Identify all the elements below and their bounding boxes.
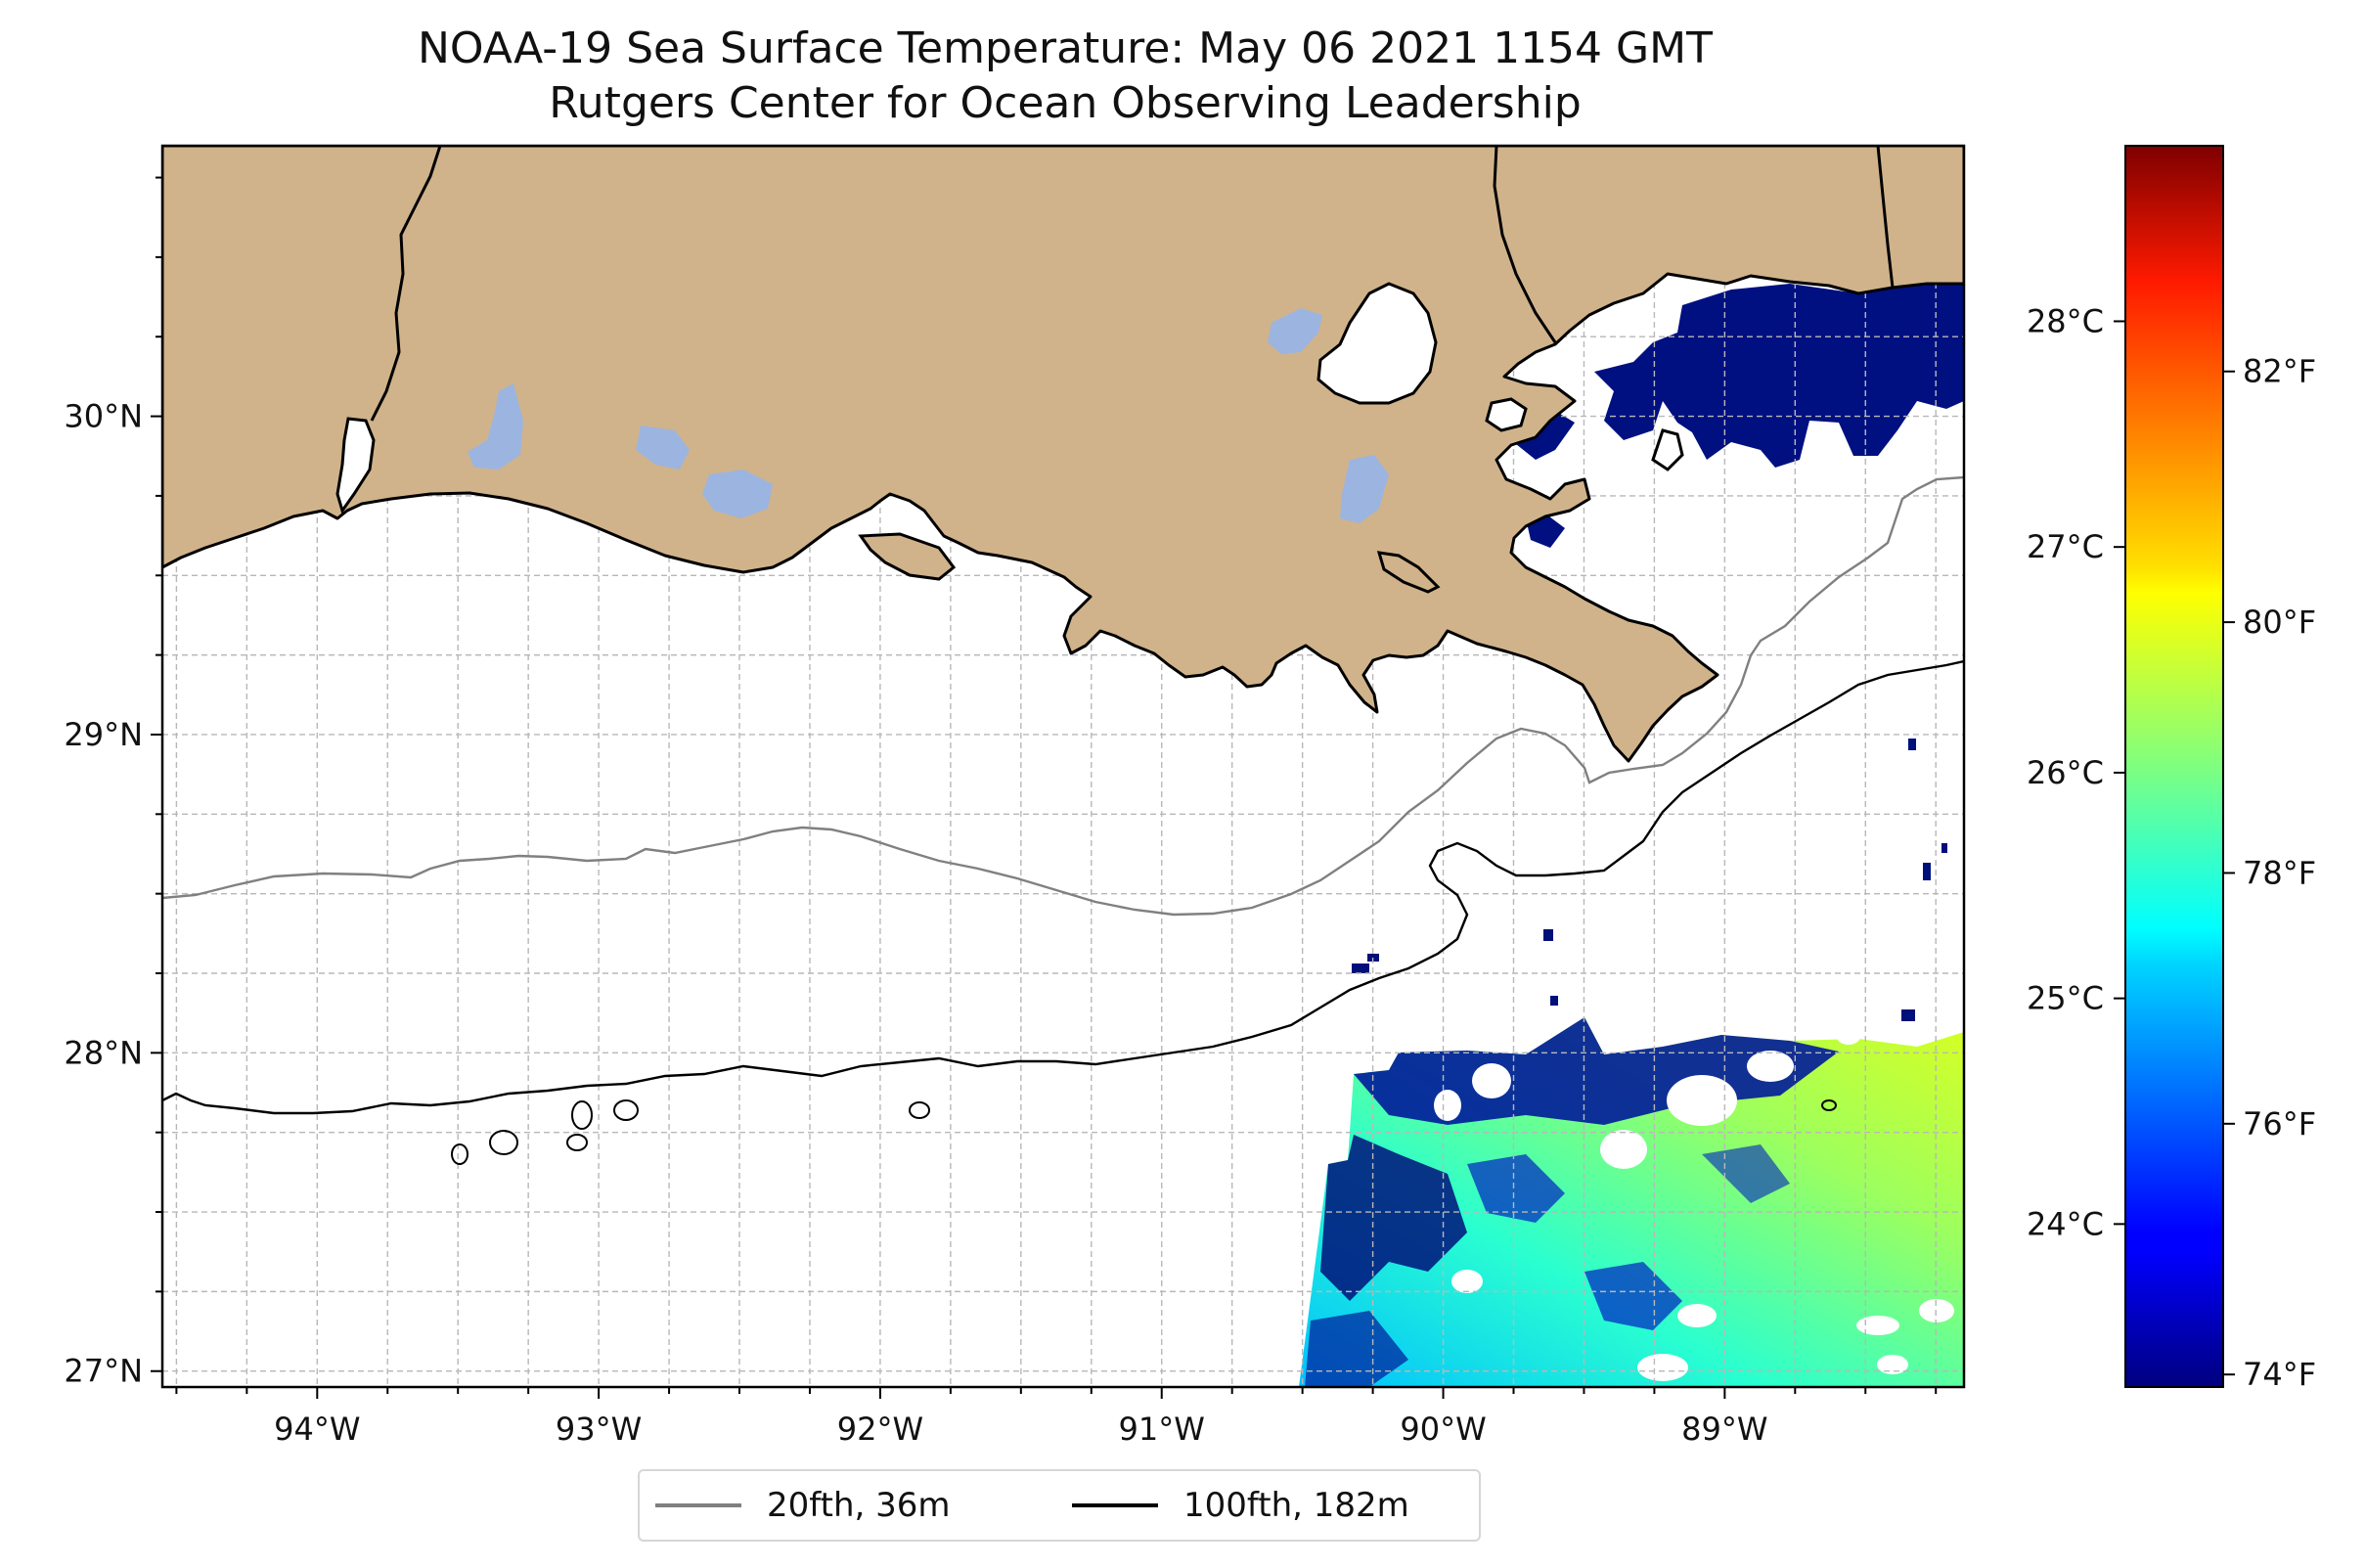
state-border-west [370, 146, 442, 422]
state-border-east [1876, 146, 1895, 289]
fahrenheit-tick-label: 74°F [2243, 1356, 2316, 1393]
lat-tick-label: 30°N [64, 398, 143, 435]
bathymetry-islets [451, 1099, 1837, 1165]
state-border [1493, 146, 1557, 343]
contour-20fth [162, 475, 1964, 917]
longitude-ticks: 94°W 93°W 92°W 91°W 90°W 89°W [175, 1387, 1938, 1448]
fahrenheit-tick-label: 80°F [2243, 604, 2316, 641]
lon-tick-label: 90°W [1400, 1411, 1486, 1448]
sst-data-layer [1299, 284, 1964, 1387]
fahrenheit-tick-label: 76°F [2243, 1105, 2316, 1142]
lat-tick-label: 27°N [64, 1353, 143, 1390]
celsius-tick-label: 27°C [2027, 528, 2104, 565]
lat-tick-label: 28°N [64, 1034, 143, 1071]
chart-title: NOAA-19 Sea Surface Temperature: May 06 … [418, 23, 1713, 73]
colorbar-fahrenheit-ticks: 74°F 76°F 78°F 80°F 82°F [2223, 353, 2316, 1393]
celsius-tick-label: 24°C [2027, 1205, 2104, 1242]
legend-item-20fth: 20fth, 36m [655, 1471, 951, 1540]
lon-tick-label: 89°W [1681, 1411, 1767, 1448]
latitude-ticks: 30°N 29°N 28°N 27°N [64, 176, 162, 1390]
celsius-tick-label: 26°C [2027, 754, 2104, 791]
legend-swatch-100fth [1072, 1503, 1158, 1507]
legend-swatch-20fth [655, 1503, 741, 1507]
lon-tick-label: 92°W [837, 1411, 923, 1448]
celsius-tick-label: 28°C [2027, 302, 2104, 339]
chart-subtitle: Rutgers Center for Ocean Observing Leade… [549, 78, 1582, 128]
lon-tick-label: 93°W [556, 1411, 642, 1448]
land-layer [162, 146, 1964, 763]
legend-item-100fth: 100fth, 182m [1072, 1471, 1409, 1540]
fahrenheit-tick-label: 82°F [2243, 353, 2316, 390]
celsius-tick-label: 25°C [2027, 980, 2104, 1017]
lon-tick-label: 91°W [1119, 1411, 1205, 1448]
colorbar-gradient [2124, 145, 2224, 1388]
colorbar-celsius-ticks: 24°C 25°C 26°C 27°C 28°C [2027, 302, 2125, 1242]
lat-tick-label: 29°N [64, 716, 143, 753]
legend-label-100fth: 100fth, 182m [1183, 1486, 1409, 1525]
lon-tick-label: 94°W [274, 1411, 360, 1448]
bays-layer [335, 282, 1684, 515]
contour-legend: 20fth, 36m 100fth, 182m [638, 1469, 1481, 1542]
map-frame [160, 144, 1966, 1389]
lakes-layer [468, 308, 1389, 523]
legend-label-20fth: 20fth, 36m [767, 1486, 951, 1525]
fahrenheit-tick-label: 78°F [2243, 854, 2316, 891]
contour-100fth [162, 659, 1964, 1115]
